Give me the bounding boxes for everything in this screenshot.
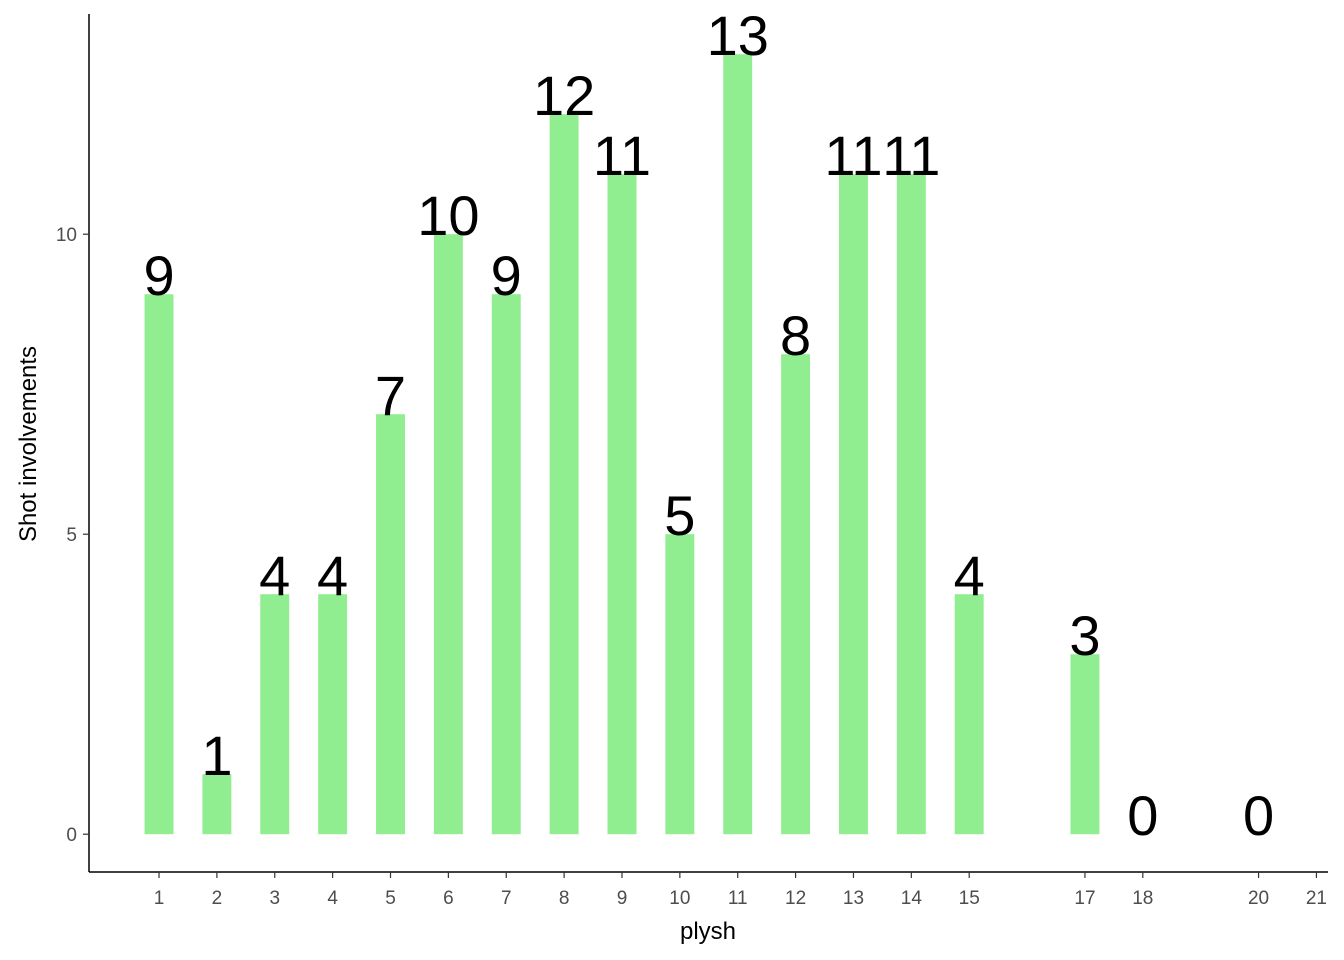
x-tick-label: 14	[901, 888, 923, 909]
y-tick-label: 0	[66, 825, 77, 846]
bar	[607, 174, 637, 835]
x-tick-label: 17	[1074, 888, 1095, 909]
y-tick-label: 5	[66, 525, 77, 546]
value-label: 3	[1069, 604, 1100, 667]
value-label: 5	[664, 484, 695, 547]
x-tick-label: 7	[501, 888, 512, 909]
x-tick-label: 2	[212, 888, 223, 909]
value-label: 11	[882, 124, 940, 187]
value-label: 9	[143, 244, 174, 307]
value-label: 4	[317, 544, 348, 607]
x-tick-label: 1	[154, 888, 165, 909]
value-label: 1	[201, 724, 232, 787]
value-label: 4	[954, 544, 985, 607]
value-label: 9	[491, 244, 522, 307]
bar	[781, 354, 811, 835]
value-label: 11	[824, 124, 882, 187]
x-tick-label: 9	[617, 888, 628, 909]
bar	[433, 234, 463, 835]
value-label: 13	[707, 4, 769, 67]
bar	[1070, 654, 1100, 835]
value-label: 12	[533, 64, 595, 127]
y-tick-label: 10	[56, 225, 77, 246]
bar	[723, 54, 753, 835]
bar	[260, 594, 290, 835]
x-tick-label: 4	[327, 888, 338, 909]
value-label: 7	[375, 364, 406, 427]
x-tick-label: 21	[1306, 888, 1327, 909]
bar	[144, 294, 174, 835]
x-tick-label: 11	[728, 888, 748, 909]
x-tick-label: 6	[443, 888, 454, 909]
x-tick-label: 8	[559, 888, 570, 909]
x-tick-label: 18	[1132, 888, 1153, 909]
bar	[318, 594, 348, 835]
bar	[838, 174, 868, 835]
x-axis-title: plysh	[680, 918, 736, 945]
bar	[665, 534, 695, 835]
value-label: 4	[259, 544, 290, 607]
bar	[896, 174, 926, 835]
bar	[954, 594, 984, 835]
x-tick-label: 12	[785, 888, 806, 909]
bar	[376, 414, 405, 835]
value-label: 10	[417, 184, 479, 247]
y-axis-title: Shot involvements	[15, 346, 42, 542]
x-tick-label: 15	[959, 888, 980, 909]
x-tick-label: 13	[843, 888, 864, 909]
value-label: 8	[780, 304, 811, 367]
value-label: 11	[593, 124, 651, 187]
bar	[202, 774, 232, 835]
x-tick-label: 10	[669, 888, 690, 909]
value-label: 0	[1127, 784, 1158, 847]
x-tick-label: 20	[1248, 888, 1269, 909]
bar	[549, 114, 579, 835]
value-label: 0	[1243, 784, 1274, 847]
x-tick-label: 3	[269, 888, 280, 909]
bar	[491, 294, 521, 835]
x-tick-label: 5	[385, 888, 396, 909]
